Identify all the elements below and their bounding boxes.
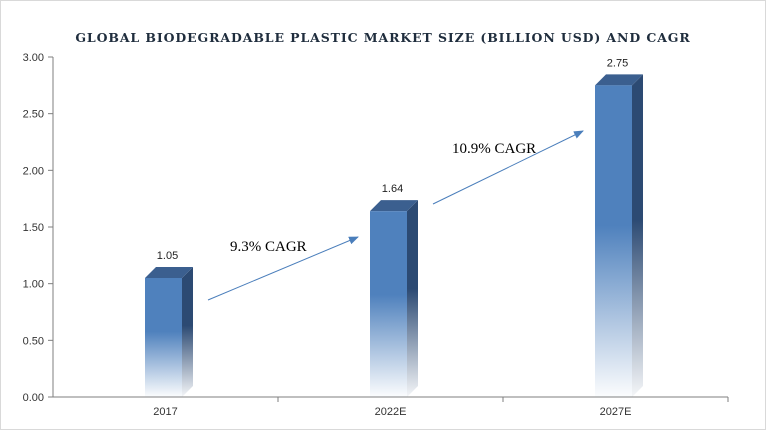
chart-title: GLOBAL BIODEGRADABLE PLASTIC MARKET SIZE…	[75, 30, 691, 45]
y-tick-label: 0.00	[23, 392, 44, 404]
bar-2022E	[370, 200, 418, 397]
cagr-arrow	[207, 236, 359, 301]
bar-side	[632, 74, 643, 397]
x-tick-label: 2017	[153, 406, 177, 418]
bar-2027E	[595, 74, 643, 397]
bar-front	[595, 85, 632, 397]
bar-top	[370, 200, 418, 212]
cagr-arrow	[432, 130, 584, 205]
y-tick-label: 2.50	[23, 109, 44, 121]
cagr-label: 9.3% CAGR	[230, 239, 307, 255]
x-tick-label: 2022E	[375, 406, 407, 418]
y-tick-label: 3.00	[23, 52, 44, 64]
data-label: 1.64	[382, 183, 403, 195]
labels: 1.05 1.64 2.75	[157, 57, 628, 262]
bar-2017	[145, 267, 193, 397]
cagr-annotations: 9.3% CAGR 10.9% CAGR	[207, 130, 584, 301]
data-label: 1.05	[157, 250, 178, 262]
data-label: 2.75	[607, 57, 628, 69]
y-tick-label: 2.00	[23, 165, 44, 177]
bar-side	[407, 200, 418, 397]
bar-side	[182, 267, 193, 397]
bars	[145, 74, 643, 397]
y-tick-label: 1.50	[23, 222, 44, 234]
x-tick-label: 2027E	[600, 406, 632, 418]
bar-front	[370, 211, 407, 397]
axes: 0.00 0.50 1.00 1.50 2.00 2.50 3.00 2017 2022E 202…	[23, 52, 729, 418]
y-tick-label: 0.50	[23, 335, 44, 347]
bar-front	[145, 278, 182, 397]
y-tick-label: 1.00	[23, 279, 44, 291]
cagr-label: 10.9% CAGR	[452, 141, 536, 157]
bar-top	[595, 74, 643, 86]
bar-top	[145, 267, 193, 278]
